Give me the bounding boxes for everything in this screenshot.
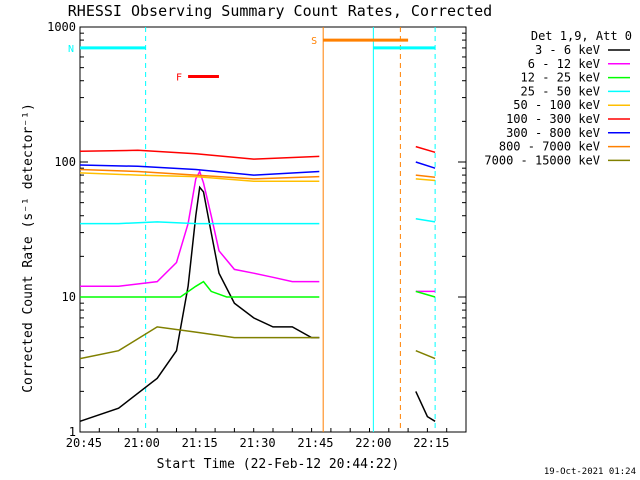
x-tick-label: 22:00 [355, 436, 391, 450]
legend-label: 100 - 300 keV [506, 112, 600, 126]
legend-label: 25 - 50 keV [521, 84, 600, 98]
legend-label: 3 - 6 keV [535, 43, 600, 57]
series-line [79, 172, 436, 183]
y-tick-label: 10 [62, 290, 76, 304]
legend-title: Det 1,9, Att 0 [531, 29, 632, 43]
x-tick-label: 21:15 [182, 436, 218, 450]
series-line [80, 169, 436, 293]
legend-label: 6 - 12 keV [528, 57, 600, 71]
y-tick-label: 100 [54, 155, 76, 169]
legend-label: 12 - 25 keV [521, 71, 600, 85]
timestamp: 19-Oct-2021 01:24 [544, 467, 636, 477]
plot-frame [79, 26, 467, 433]
x-tick-label: 21:30 [239, 436, 275, 450]
x-tick-label: 21:45 [297, 436, 333, 450]
legend-label: 7000 - 15000 keV [484, 153, 600, 167]
series-line [79, 145, 436, 160]
x-tick-label: 21:00 [124, 436, 160, 450]
y-tick-label: 1000 [47, 20, 76, 34]
chart-title: RHESSI Observing Summary Count Rates, Co… [68, 2, 492, 20]
legend-label: 50 - 100 keV [513, 98, 600, 112]
series-line [80, 280, 436, 298]
flag-label: N [68, 44, 74, 55]
y-tick-label: 1 [69, 425, 76, 439]
flag-label: S [311, 36, 317, 47]
series-line [79, 168, 436, 180]
x-axis-label: Start Time (22-Feb-12 20:44:22) [157, 457, 400, 472]
series-line [79, 326, 436, 360]
legend-label: 800 - 7000 keV [499, 140, 600, 154]
y-axis-label: Corrected Count Rate (s⁻¹ detector⁻¹) [21, 103, 36, 393]
flag-label: F [176, 72, 182, 83]
series-line [79, 161, 436, 176]
series-line [80, 217, 436, 225]
series-line [79, 185, 436, 423]
x-tick-label: 22:15 [413, 436, 449, 450]
legend-label: 300 - 800 keV [506, 126, 600, 140]
x-tick-label: 20:45 [66, 436, 102, 450]
